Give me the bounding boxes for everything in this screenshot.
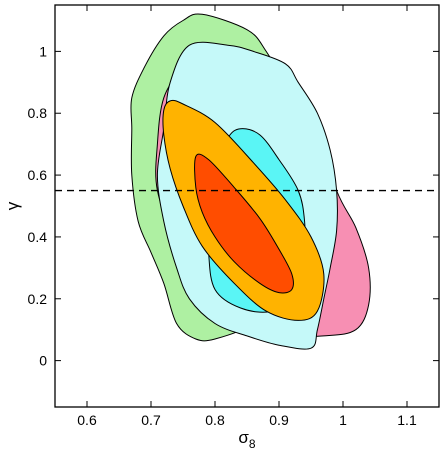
y-tick-label: 1 xyxy=(39,43,47,59)
x-tick-label: 1.1 xyxy=(397,412,417,428)
plot-frame xyxy=(54,4,440,408)
x-tick-label: 0.7 xyxy=(141,412,161,428)
y-tick-label: 0 xyxy=(39,353,47,369)
y-tick-label: 0.6 xyxy=(28,167,48,183)
confidence-regions xyxy=(130,13,371,350)
y-tick-label: 0.2 xyxy=(28,291,48,307)
y-tick-label: 0.4 xyxy=(28,229,48,245)
x-tick-label: 0.9 xyxy=(269,412,289,428)
y-axis-label: γ xyxy=(3,201,22,210)
x-tick-label: 0.8 xyxy=(205,412,225,428)
y-tick-label: 0.8 xyxy=(28,105,48,121)
axis-ticks: 0.6 0.7 0.8 0.9 1 1.1 0 0.2 0.4 0.6 0.8 1 xyxy=(28,5,439,428)
x-tick-label: 1 xyxy=(339,412,347,428)
x-axis-label: σ8 xyxy=(238,428,256,451)
x-tick-label: 0.6 xyxy=(77,412,97,428)
